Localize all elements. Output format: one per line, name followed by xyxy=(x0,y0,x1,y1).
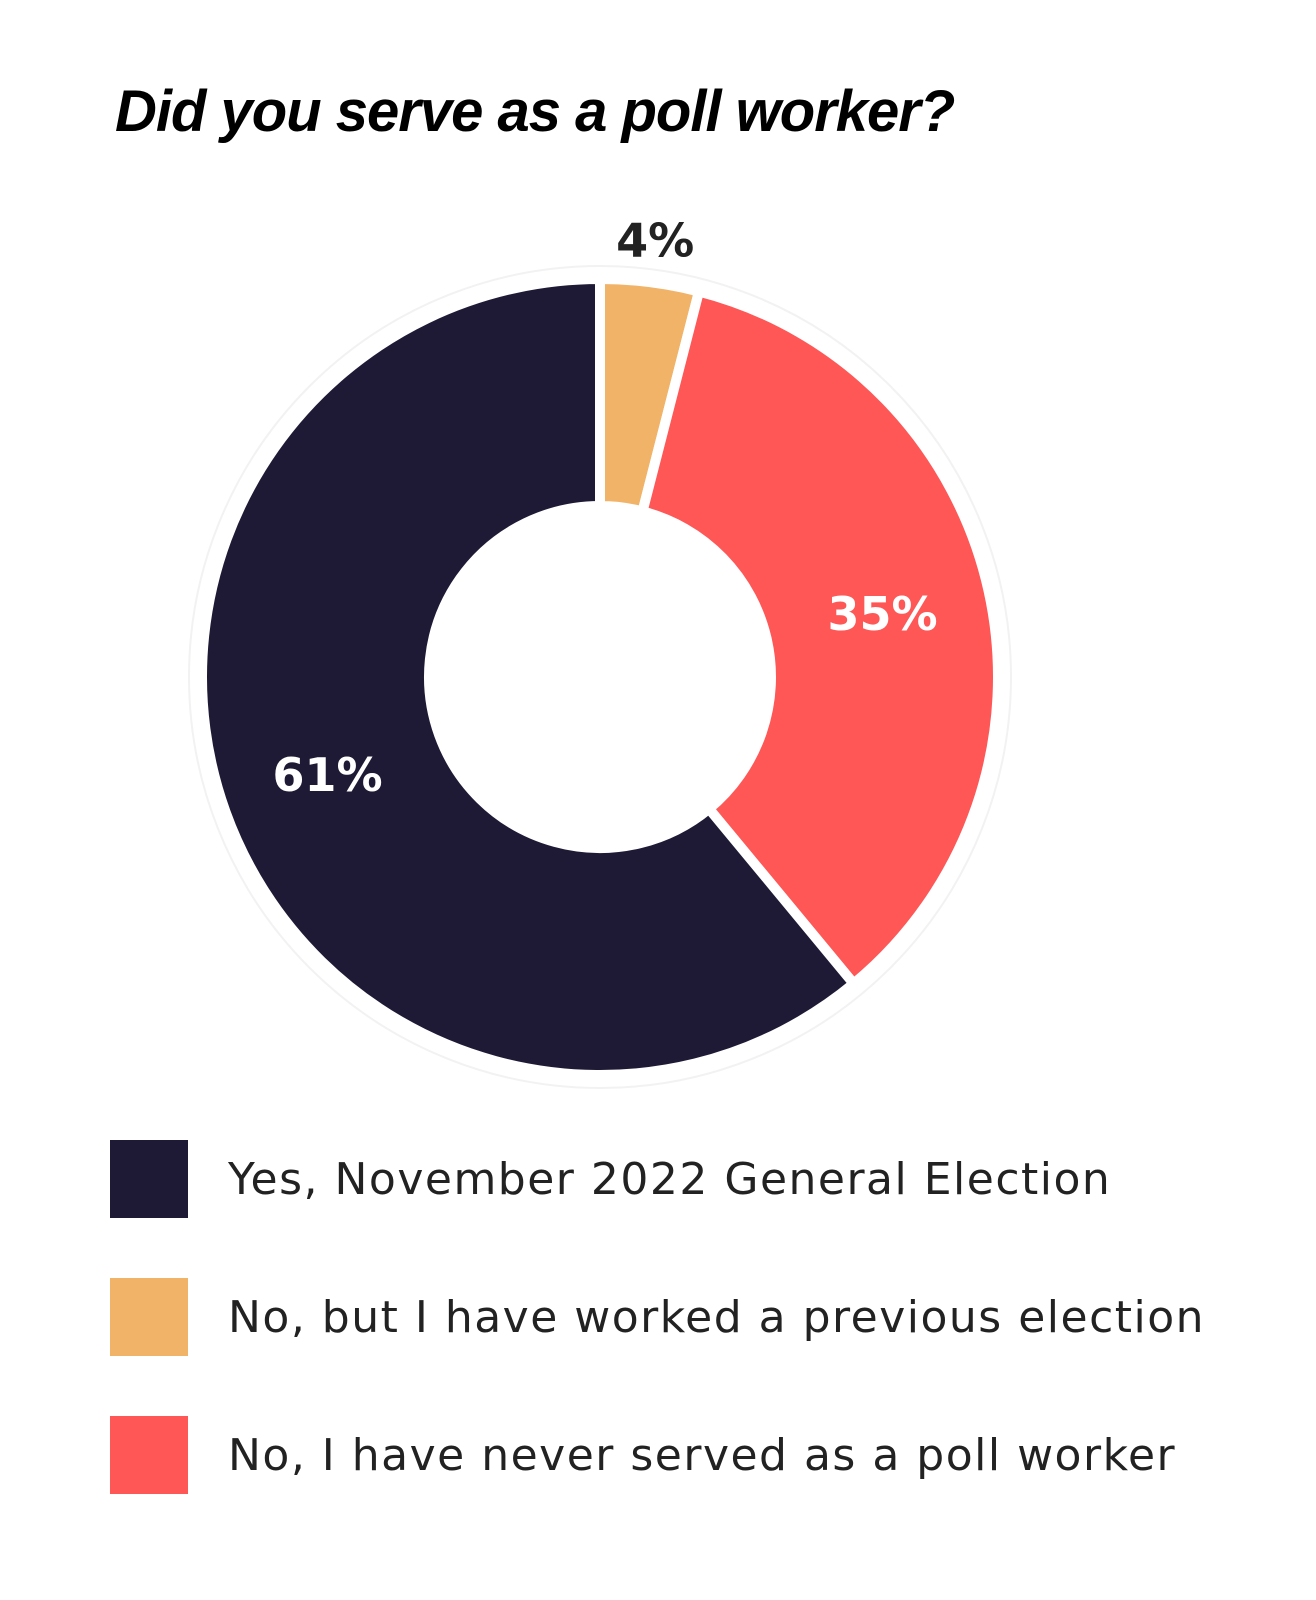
legend-item-never-served: No, I have never served as a poll worker xyxy=(110,1416,1205,1494)
legend-item-yes-2022: Yes, November 2022 General Election xyxy=(110,1140,1205,1218)
value-label-no-but-i-have-worked-a-previous-election: 4% xyxy=(616,213,694,267)
legend-label-never-served: No, I have never served as a poll worker xyxy=(228,1429,1177,1481)
slice-no-i-have-never-served-as-a-poll-worker xyxy=(636,285,1003,991)
legend-item-previous-election: No, but I have worked a previous electio… xyxy=(110,1278,1205,1356)
value-label-no-i-have-never-served-as-a-poll-worker: 35% xyxy=(827,587,937,641)
legend-label-yes-2022: Yes, November 2022 General Election xyxy=(228,1153,1112,1205)
value-label-yes-november-2022-general-election: 61% xyxy=(273,748,383,802)
legend-swatch-yes-2022 xyxy=(110,1140,188,1218)
donut-chart: 4% 35% 61% xyxy=(188,213,1012,1089)
legend-swatch-previous-election xyxy=(110,1278,188,1356)
legend-swatch-never-served xyxy=(110,1416,188,1494)
slice-yes-november-2022-general-election xyxy=(197,273,861,1080)
legend: Yes, November 2022 General Election No, … xyxy=(110,1140,1205,1554)
chart-title: Did you serve as a poll worker? xyxy=(115,79,955,144)
legend-label-previous-election: No, but I have worked a previous electio… xyxy=(228,1291,1206,1343)
